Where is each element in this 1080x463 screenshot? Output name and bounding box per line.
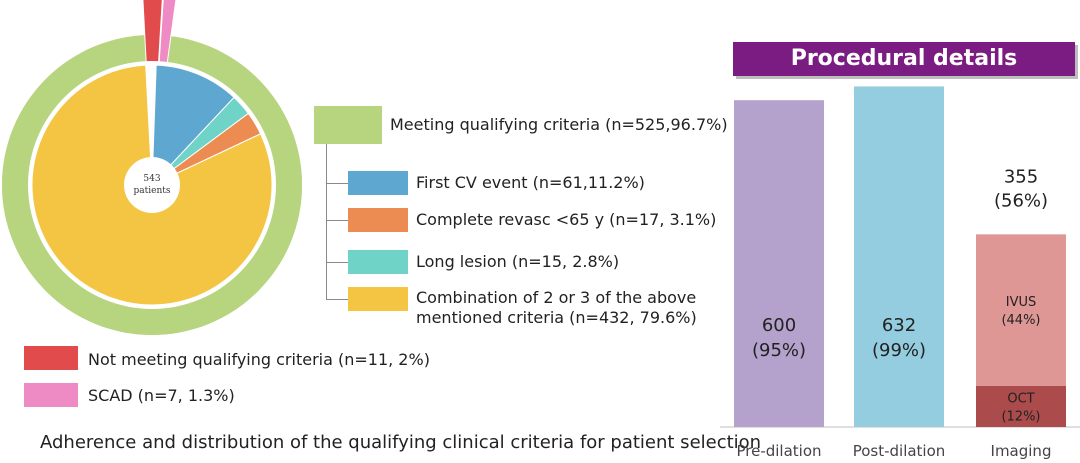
donut-center [124,157,180,213]
legend-complete-revasc: Complete revasc <65 y (n=17, 3.1%) [416,210,717,229]
legend-meeting: Meeting qualifying criteria (n=525,96.7%… [390,115,728,134]
legend-swatch-meeting [314,106,382,144]
tree-branch-3 [326,262,348,263]
donut-segment-0 [151,64,235,187]
bar-segment-ivus [976,234,1066,386]
legend-swatch-scad [24,383,78,407]
bar-group: 600 (95%) Pre-dilation 632 (99%) Post-dilatio… [734,86,1066,460]
bar-post-dilation [854,86,944,427]
tree-vertical-line [326,144,327,299]
bar-value-label: 600 [762,315,796,336]
legend-first-cv: First CV event (n=61,11.2%) [416,173,645,192]
legend-swatch-complete-revasc [348,208,408,232]
legend-scad: SCAD (n=7, 1.3%) [88,386,235,405]
bar-chart: 600 (95%) Pre-dilation 632 (99%) Post-dilatio… [720,86,1080,460]
bar-value-label: 355 [1004,166,1038,187]
bar-segment-name-ivus: IVUS [1006,295,1037,310]
donut-chart: 543 patients [2,0,302,335]
legend-swatch-first-cv [348,171,408,195]
legend-not-meeting: Not meeting qualifying criteria (n=11, 2… [88,350,430,369]
legend-combination: Combination of 2 or 3 of the above menti… [416,288,697,327]
legend-swatch-long-lesion [348,250,408,274]
figure-caption: Adherence and distribution of the qualif… [40,432,762,453]
x-tick-label: Post-dilation [853,442,946,460]
tree-branch-4 [326,299,348,300]
legend-swatch-combination [348,287,408,311]
x-tick-label: Imaging [991,442,1052,460]
bar-segment-pct-ivus: (44%) [1001,313,1040,328]
donut-exploded-segments [2,0,302,335]
bar-pct-label: (99%) [872,340,926,361]
bar-pct-label: (56%) [994,190,1048,211]
legend-long-lesion: Long lesion (n=15, 2.8%) [416,252,620,271]
bar-segment-oct [976,385,1066,427]
tree-branch-1 [326,183,348,184]
chart-title: Procedural details [733,42,1075,76]
donut-center-count: 543 [143,174,160,184]
x-tick-label: Pre-dilation [736,442,821,460]
bar-value-label: 632 [882,315,916,336]
legend-swatch-not-meeting [24,346,78,370]
bar-pct-label: (95%) [752,340,806,361]
bar-segment-name-oct: OCT [1007,391,1034,406]
donut-center-patients: patients [134,186,171,196]
tree-branch-2 [326,220,348,221]
bar-pre-dilation [734,100,824,427]
bar-segment-pct-oct: (12%) [1001,409,1040,424]
